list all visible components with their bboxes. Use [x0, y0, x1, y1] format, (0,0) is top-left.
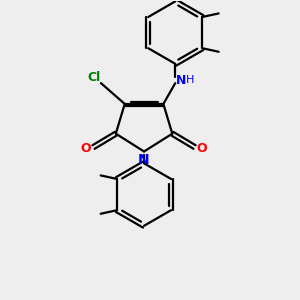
Text: Cl: Cl	[88, 71, 101, 84]
Text: O: O	[197, 142, 207, 155]
Text: N: N	[138, 152, 150, 167]
Text: O: O	[81, 142, 92, 155]
Text: H: H	[186, 75, 194, 85]
Text: N: N	[176, 74, 187, 87]
